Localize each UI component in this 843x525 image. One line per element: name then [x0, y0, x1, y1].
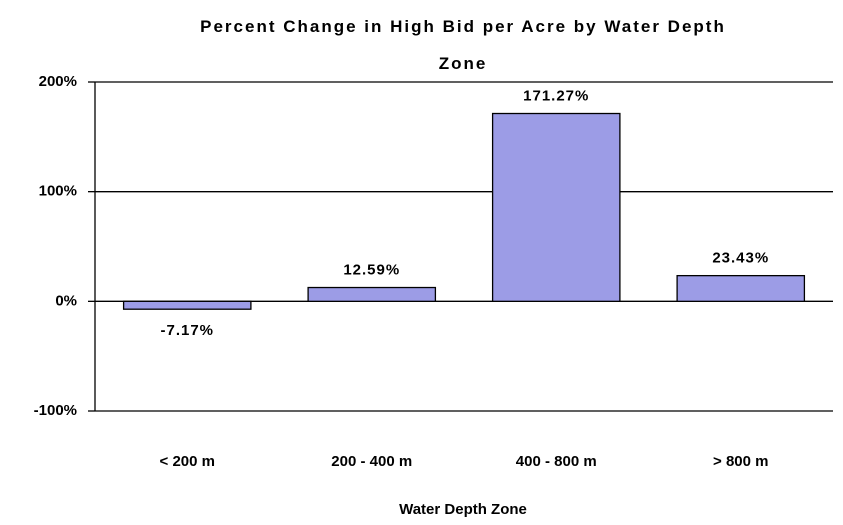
- y-tick-label: 0%: [55, 292, 77, 309]
- bar: [122, 300, 252, 310]
- y-tick-label: 100%: [39, 183, 77, 200]
- value-label: 171.27%: [523, 87, 589, 104]
- x-axis-title: Water Depth Zone: [399, 501, 527, 518]
- chart-title: Percent Change in High Bid per Acre by W…: [200, 17, 726, 73]
- x-tick-label: > 800 m: [713, 453, 768, 470]
- bar: [307, 286, 437, 302]
- value-label: 23.43%: [712, 250, 769, 267]
- y-tick-label: 200%: [39, 73, 77, 90]
- x-tick-label: 400 - 800 m: [516, 453, 597, 470]
- value-label: -7.17%: [160, 322, 214, 339]
- value-label: 12.59%: [343, 261, 400, 278]
- x-tick-label: 200 - 400 m: [331, 453, 412, 470]
- bar: [676, 274, 806, 302]
- bar: [491, 112, 621, 302]
- y-tick-label: -100%: [34, 402, 77, 419]
- x-tick-label: < 200 m: [160, 453, 215, 470]
